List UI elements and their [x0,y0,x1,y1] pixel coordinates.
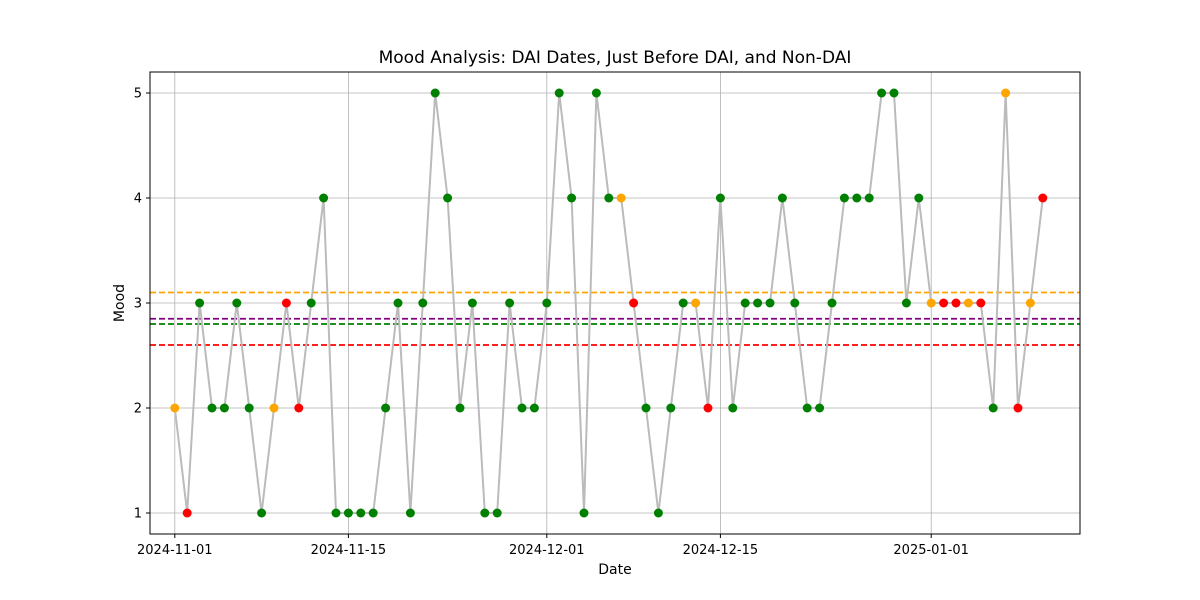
mood-point-dai [182,508,192,518]
mood-point-non-dai [529,403,539,413]
x-tick-label: 2024-12-15 [683,543,759,558]
mood-point-non-dai [517,403,527,413]
mood-point-non-dai [653,508,663,518]
mood-point-non-dai [567,193,577,203]
mood-point-non-dai [852,193,862,203]
mood-point-dai [939,298,949,308]
mood-point-non-dai [418,298,428,308]
mood-point-dai [951,298,961,308]
mood-point-non-dai [430,88,440,98]
x-ticks: 2024-11-01 2024-11-15 2024-12-01 2024-12-15… [137,534,969,558]
mood-point-non-dai [207,403,217,413]
mood-point-non-dai [864,193,874,203]
mood-point-non-dai [393,298,403,308]
x-axis-label: Date [598,562,631,578]
mood-point-non-dai [790,298,800,308]
mood-point-non-dai [455,403,465,413]
mood-point-non-dai [467,298,477,308]
mood-point-just-before-dai [926,298,936,308]
y-tick-label: 3 [134,297,142,312]
mood-point-non-dai [839,193,849,203]
mood-point-non-dai [877,88,887,98]
mood-point-dai [629,298,639,308]
mood-point-non-dai [554,88,564,98]
mood-point-dai [294,403,304,413]
mood-point-non-dai [591,88,601,98]
mood-point-non-dai [542,298,552,308]
mood-point-non-dai [740,298,750,308]
mood-point-just-before-dai [963,298,973,308]
x-tick-label: 2024-11-01 [137,543,213,558]
chart-title: Mood Analysis: DAI Dates, Just Before DA… [379,48,852,68]
mood-point-non-dai [579,508,589,518]
mood-point-non-dai [381,403,391,413]
mood-point-non-dai [405,508,415,518]
mood-point-non-dai [244,403,254,413]
mood-point-non-dai [815,403,825,413]
mood-point-non-dai [901,298,911,308]
mood-point-non-dai [827,298,837,308]
mood-point-non-dai [232,298,242,308]
mood-point-non-dai [368,508,378,518]
mood-point-just-before-dai [691,298,701,308]
y-tick-label: 2 [134,402,142,417]
mood-point-non-dai [678,298,688,308]
mood-point-non-dai [715,193,725,203]
y-tick-label: 5 [134,87,142,102]
mood-point-non-dai [765,298,775,308]
mood-point-just-before-dai [1001,88,1011,98]
y-tick-label: 1 [134,507,142,522]
mood-point-non-dai [889,88,899,98]
mood-point-just-before-dai [616,193,626,203]
mood-point-non-dai [641,403,651,413]
mood-point-just-before-dai [170,403,180,413]
mood-point-non-dai [505,298,515,308]
mood-point-non-dai [319,193,329,203]
mood-point-non-dai [777,193,787,203]
mood-point-dai [703,403,713,413]
y-tick-label: 4 [134,192,142,207]
mood-point-non-dai [728,403,738,413]
points-layer [170,88,1048,518]
mood-point-dai [281,298,291,308]
mood-point-dai [976,298,986,308]
mood-point-non-dai [802,403,812,413]
mood-point-non-dai [666,403,676,413]
mood-point-non-dai [914,193,924,203]
mood-point-non-dai [480,508,490,518]
mood-point-just-before-dai [1025,298,1035,308]
y-axis-label: Mood [112,284,128,322]
reference-lines [150,291,1080,346]
x-tick-label: 2024-12-01 [509,543,585,558]
mood-point-dai [1013,403,1023,413]
mood-point-non-dai [195,298,205,308]
y-ticks: 1 2 3 4 5 [134,87,150,522]
mood-point-non-dai [443,193,453,203]
mood-point-non-dai [988,403,998,413]
mood-point-non-dai [604,193,614,203]
mood-point-dai [1038,193,1048,203]
x-tick-label: 2024-11-15 [311,543,387,558]
mood-point-non-dai [753,298,763,308]
mood-point-non-dai [356,508,366,518]
mood-point-non-dai [306,298,316,308]
mood-point-non-dai [219,403,229,413]
mood-point-non-dai [343,508,353,518]
mood-point-non-dai [492,508,502,518]
mood-point-non-dai [331,508,341,518]
x-tick-label: 2025-01-01 [893,543,969,558]
mood-point-non-dai [257,508,267,518]
mood-point-just-before-dai [269,403,279,413]
